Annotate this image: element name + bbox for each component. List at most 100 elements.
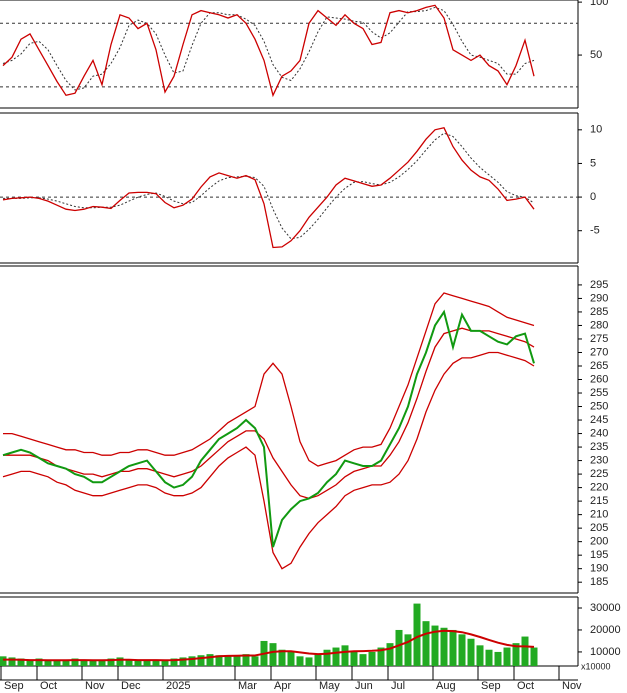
x-tick-label: May [319, 680, 340, 692]
volume-bar [35, 658, 43, 666]
y-tick-label: -5 [590, 225, 600, 237]
y-tick-label: 0 [590, 191, 596, 203]
volume-bar [242, 654, 250, 666]
volume-bar [107, 658, 115, 666]
volume-bar [350, 651, 358, 666]
volume-bar [98, 660, 106, 666]
y-tick-label: 195 [590, 549, 608, 561]
volume-bar [170, 658, 178, 666]
y-tick-label: 5 [590, 157, 596, 169]
volume-bar [431, 625, 439, 666]
y-tick-label: 50 [590, 49, 602, 61]
series-line [2, 4, 535, 98]
volume-bar [17, 658, 25, 666]
y-tick-label: 205 [590, 522, 608, 534]
volume-bar [512, 643, 520, 666]
volume-bar [206, 654, 214, 666]
series-line [2, 6, 535, 91]
y-tick-label: 270 [590, 346, 608, 358]
y-tick-label: 240 [590, 427, 608, 439]
volume-bar [53, 660, 61, 666]
volume-bar [530, 647, 538, 666]
series-line [2, 127, 535, 249]
volume-bar [44, 659, 52, 666]
volume-bar [80, 660, 88, 666]
volume-bar [116, 657, 124, 666]
volume-bar [224, 655, 232, 666]
volume-bar [359, 654, 367, 666]
x-tick-label: Dec [121, 680, 141, 692]
y-tick-label: 245 [590, 414, 608, 426]
volume-bar [413, 603, 421, 666]
x-tick-label: Sep [4, 680, 24, 692]
y-tick-label: 30000 [590, 602, 621, 614]
volume-bar [377, 647, 385, 666]
series-line [2, 351, 535, 570]
y-tick-label: 235 [590, 441, 608, 453]
volume-bar [386, 643, 394, 666]
y-tick-label: 100 [590, 0, 608, 8]
y-tick-label: 290 [590, 292, 608, 304]
volume-bar [143, 659, 151, 666]
volume-bar [71, 658, 79, 666]
volume-bar [134, 660, 142, 666]
volume-bar [125, 659, 133, 666]
y-tick-label: 275 [590, 333, 608, 345]
y-tick-label: 185 [590, 576, 608, 588]
volume-bar [404, 634, 412, 666]
volume-bar [332, 647, 340, 666]
volume-bar [197, 655, 205, 666]
x-tick-label: 2025 [166, 680, 190, 692]
y-tick-label: 285 [590, 306, 608, 318]
volume-bar [215, 655, 223, 666]
volume-bar [449, 629, 457, 666]
y-tick-label: 265 [590, 360, 608, 372]
volume-bar [314, 654, 322, 666]
x-tick-label: Sep [481, 680, 501, 692]
x-tick-label: Jun [355, 680, 373, 692]
y-tick-label: 280 [590, 319, 608, 331]
volume-bar [395, 629, 403, 666]
y-tick-label: 10000 [590, 646, 621, 658]
volume-bar [458, 634, 466, 666]
volume-bar [422, 621, 430, 666]
volume-bar [269, 643, 277, 666]
volume-bar [296, 656, 304, 666]
volume-bar [341, 645, 349, 666]
volume-bar [278, 649, 286, 666]
volume-bar [368, 651, 376, 666]
volume-bar [251, 656, 259, 666]
volume-bar [485, 649, 493, 666]
volume-bar [305, 657, 313, 666]
x-tick-label: Oct [517, 680, 534, 692]
y-tick-label: 215 [590, 495, 608, 507]
volume-bar [188, 656, 196, 666]
volume-bar [521, 636, 529, 666]
y-tick-label: 10 [590, 124, 602, 136]
x-tick-label: Aug [436, 680, 456, 692]
volume-bar [467, 638, 475, 666]
y-tick-label: 20000 [590, 624, 621, 636]
y-tick-label: 220 [590, 482, 608, 494]
x-tick-label: Mar [238, 680, 257, 692]
x-tick-label: Nov [85, 680, 105, 692]
y-tick-label: 225 [590, 468, 608, 480]
series-line [3, 132, 535, 240]
volume-bar [287, 651, 295, 666]
x-tick-label: Oct [40, 680, 57, 692]
volume-bar [233, 656, 241, 666]
y-tick-label: 295 [590, 279, 608, 291]
volume-bar [26, 659, 34, 666]
volume-bar [0, 656, 7, 666]
series-line [3, 629, 535, 662]
x-tick-label: Nov [562, 680, 582, 692]
volume-bar [152, 660, 160, 666]
x-tick-label: Apr [274, 680, 291, 692]
volume-bar [323, 649, 331, 666]
series-line [3, 292, 535, 467]
series-line [3, 327, 535, 500]
volume-bar [89, 659, 97, 666]
volume-bar [440, 627, 448, 666]
